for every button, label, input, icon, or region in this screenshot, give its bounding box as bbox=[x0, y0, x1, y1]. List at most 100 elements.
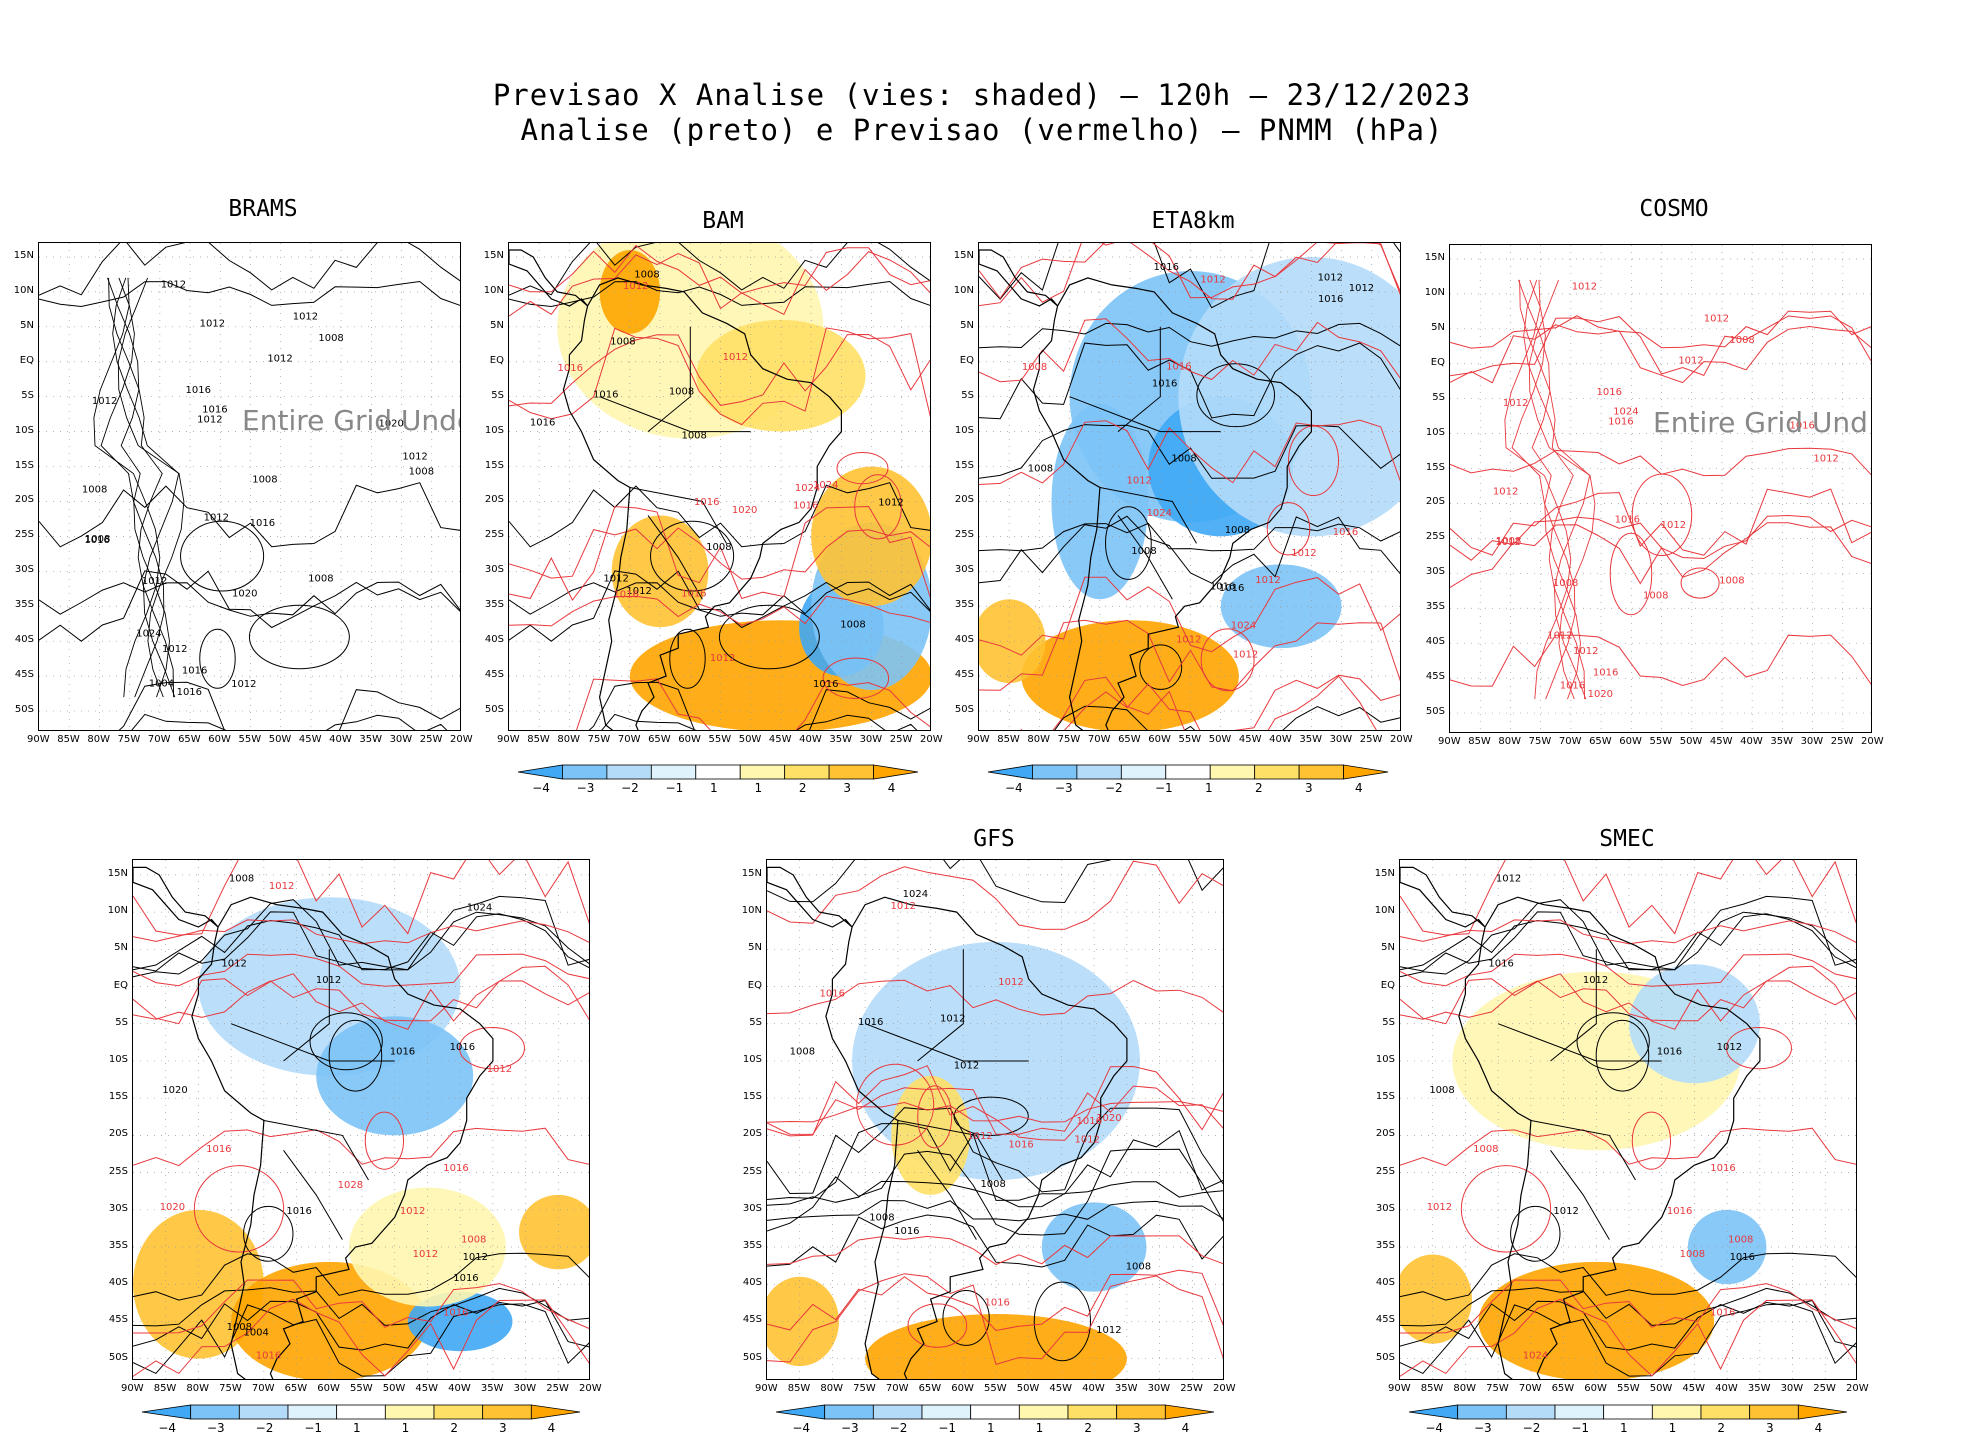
colorbar-label: 1 bbox=[987, 1421, 995, 1435]
bias-shading-region bbox=[316, 1016, 474, 1136]
lon-tick-label: 85W bbox=[57, 734, 80, 745]
lon-tick-label: 25W bbox=[1830, 736, 1854, 747]
isobar-contour bbox=[767, 860, 1223, 930]
contour-label: 1008 bbox=[669, 386, 694, 397]
map-plot: 1016101610081012101210121016102010081016… bbox=[509, 243, 930, 730]
colorbar-swatch bbox=[433, 1404, 484, 1420]
contour-label: 1012 bbox=[221, 959, 246, 970]
lat-tick-label: 10N bbox=[1424, 286, 1445, 298]
isobar-contour bbox=[509, 505, 930, 601]
lon-tick-label: 40W bbox=[1269, 734, 1292, 745]
bias-shading-region bbox=[407, 1291, 513, 1352]
isobar-contour bbox=[133, 1287, 589, 1327]
country-border bbox=[647, 326, 691, 432]
colorbar-swatch bbox=[695, 764, 741, 780]
contour-label: 1012 bbox=[626, 586, 651, 597]
isobar-contour bbox=[767, 1085, 1223, 1135]
lon-tick-label: 85W bbox=[787, 1383, 811, 1394]
contour-label: 1008 bbox=[1680, 1249, 1705, 1260]
colorbar-swatch bbox=[141, 1404, 192, 1420]
isobar-contour bbox=[767, 860, 1223, 904]
lat-tick-label: 40S bbox=[14, 634, 34, 646]
isobar-contour bbox=[650, 520, 735, 592]
colorbar bbox=[141, 1404, 581, 1420]
isobar-contour bbox=[979, 424, 1400, 479]
isobar-contour bbox=[509, 244, 930, 294]
colorbar-swatch bbox=[1209, 764, 1256, 780]
isobar-contour bbox=[199, 628, 236, 689]
contour-label: 1012 bbox=[623, 281, 648, 292]
isobar-contour bbox=[1288, 425, 1340, 497]
contour-label: 1008 bbox=[1553, 578, 1578, 589]
isobar-contour bbox=[979, 243, 1400, 309]
colorbar-label: 4 bbox=[1181, 1421, 1190, 1435]
colorbar-swatch bbox=[606, 764, 652, 780]
lon-tick-label: 85W bbox=[1420, 1383, 1444, 1394]
lat-tick-label: 45S bbox=[484, 669, 504, 681]
isobar-contour bbox=[1400, 953, 1856, 987]
contour-label: 1024 bbox=[136, 629, 161, 640]
isobar-contour bbox=[1400, 1298, 1856, 1377]
contour-label: 1016 bbox=[1154, 262, 1179, 273]
bias-shading-region bbox=[1041, 1202, 1147, 1292]
isobar-contour bbox=[39, 280, 460, 308]
colorbar-label: −4 bbox=[1425, 1421, 1444, 1435]
lon-tick-label: 80W bbox=[1027, 734, 1051, 745]
country-border bbox=[1497, 1023, 1662, 1062]
contour-label: 1016 bbox=[820, 988, 845, 999]
isobar-contour bbox=[133, 1303, 589, 1377]
colorbar-swatch bbox=[1018, 1404, 1069, 1420]
lat-tick-label: 50S bbox=[108, 1351, 128, 1363]
lat-tick-label: 35S bbox=[14, 599, 34, 611]
contour-label: 1012 bbox=[1200, 275, 1225, 286]
lon-tick-label: 20W bbox=[1861, 736, 1884, 747]
contour-label: 1024 bbox=[467, 903, 492, 914]
lat-tick-label: 45S bbox=[742, 1314, 762, 1326]
colorbar-label: 2 bbox=[450, 1421, 458, 1435]
isobar-contour bbox=[979, 419, 1400, 485]
colorbar-label: 2 bbox=[798, 781, 807, 795]
contour-label: 1020 bbox=[160, 1202, 185, 1213]
panel-title: ETA8km bbox=[1151, 208, 1235, 234]
lat-tick-label: 35S bbox=[1375, 1240, 1395, 1252]
lon-tick-label: 60W bbox=[1148, 734, 1171, 745]
colorbar-label: 4 bbox=[887, 781, 896, 795]
contour-label: 1016 bbox=[1667, 1206, 1692, 1217]
country-border bbox=[599, 396, 751, 433]
lat-tick-label: 25S bbox=[1425, 531, 1445, 543]
isobar-contour bbox=[1139, 644, 1183, 690]
terrain-contour bbox=[1518, 279, 1581, 700]
colorbar-swatch bbox=[238, 1404, 289, 1420]
lon-tick-label: 90W bbox=[497, 734, 520, 745]
isobar-contour bbox=[509, 327, 930, 426]
contour-label: 1020 bbox=[732, 505, 757, 516]
isobar-contour bbox=[1510, 1205, 1561, 1262]
colorbar-label: 1 bbox=[401, 1421, 410, 1435]
contour-label: 1008 bbox=[82, 485, 107, 496]
colorbar-swatch bbox=[287, 1404, 338, 1420]
lon-tick-label: 40W bbox=[1715, 1383, 1738, 1394]
contour-label: 1020 bbox=[232, 589, 257, 600]
map-frame: 1016 1016 1012 1012 1016 1012 1008 1016 1008 1012… bbox=[766, 859, 1224, 1380]
isobar-contour bbox=[1631, 473, 1693, 557]
bias-shading-region bbox=[599, 249, 661, 334]
lon-tick-label: 70W bbox=[1518, 1383, 1542, 1394]
contour-label: 1016 bbox=[202, 405, 227, 416]
coastline bbox=[767, 866, 853, 928]
bias-shading-region bbox=[611, 515, 709, 628]
lon-tick-label: 80W bbox=[186, 1383, 210, 1394]
isobar-contour bbox=[601, 713, 918, 730]
colorbar-label: 2 bbox=[1255, 781, 1263, 795]
undefined-grid-text: Entire Grid Und bbox=[1653, 406, 1868, 440]
contour-label: 1012 bbox=[1678, 355, 1703, 366]
isobar-contour bbox=[39, 581, 460, 617]
lon-tick-label: 75W bbox=[219, 1383, 242, 1394]
contour-label: 1016 bbox=[1710, 1163, 1735, 1174]
colorbar-label: −2 bbox=[889, 1421, 908, 1435]
colorbar-swatch bbox=[921, 1404, 972, 1420]
isobar-contour bbox=[133, 953, 589, 987]
country-border bbox=[230, 1023, 395, 1062]
contour-label: 1016 bbox=[593, 390, 618, 401]
isobar-contour bbox=[1450, 488, 1871, 556]
lon-tick-label: 90W bbox=[1388, 1383, 1411, 1394]
